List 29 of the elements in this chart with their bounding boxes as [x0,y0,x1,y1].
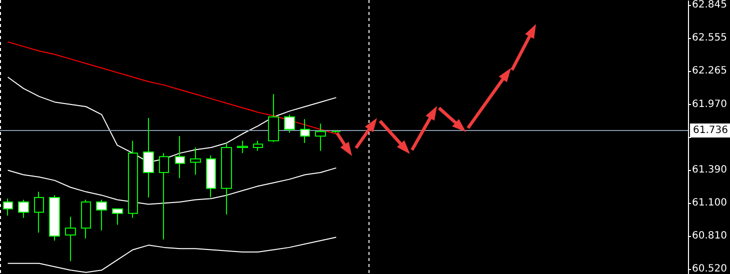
y-tick-label: 60.810 [692,230,728,242]
candlestick [284,114,295,134]
y-tick-label: 62.845 [692,0,728,10]
candlestick [18,199,29,218]
y-tick-label: 61.100 [692,198,728,209]
candlestick [300,118,310,144]
ref-line-label: 61.736 [693,124,728,136]
candlestick [253,140,263,152]
y-tick-label: 62.265 [692,65,728,76]
candlestick [3,198,13,216]
candlestick [268,94,279,142]
candlestick [34,191,44,234]
y-tick-label: 60.520 [692,264,728,274]
y-tick-label: 62.555 [692,32,728,44]
candlestick [221,142,232,216]
candlestick [159,152,169,240]
candlestick [190,147,201,176]
candlestick [128,140,138,218]
candlestick [331,130,341,134]
line-series [7,236,337,273]
candlestick [237,140,248,154]
candlestick [315,123,326,152]
candlestick [112,208,123,226]
y-tick-label: 61.970 [692,98,728,110]
candlestick [96,199,107,231]
candlestick [81,199,91,239]
candlestick [65,216,76,262]
candlestick [49,194,60,242]
y-tick-label: 61.390 [692,164,728,176]
